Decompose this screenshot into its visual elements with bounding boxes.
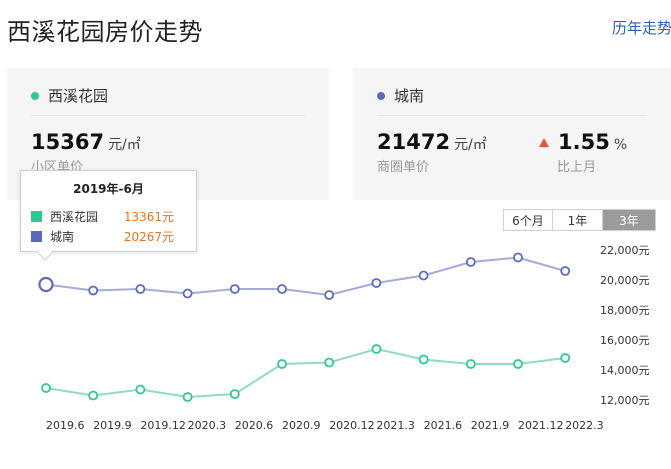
data-point xyxy=(135,384,146,395)
y-tick-label: 14,000元 xyxy=(600,364,650,377)
data-point xyxy=(182,392,193,402)
data-point xyxy=(560,353,571,363)
data-point xyxy=(513,359,523,369)
x-tick-label: 2021.6 xyxy=(424,419,463,432)
data-point xyxy=(88,285,99,296)
y-tick-label: 12,000元 xyxy=(600,394,650,407)
district-price: 21472 元/㎡ xyxy=(377,130,487,154)
x-tick-label: 2019.9 xyxy=(93,419,132,432)
district-price-unit: 元/㎡ xyxy=(454,137,487,153)
range-tab-3y[interactable]: 3年 xyxy=(603,210,655,230)
community-swatch-icon xyxy=(31,211,42,222)
month-change: 1.55 % xyxy=(539,130,627,154)
data-point xyxy=(465,257,476,267)
data-point xyxy=(560,266,571,276)
district-price-label: 商圈单价 xyxy=(377,160,430,175)
district-name: 城南 xyxy=(394,87,425,105)
tooltip-series-name: 城南 xyxy=(50,230,75,244)
x-tick-label: 2019.12 xyxy=(140,419,186,432)
tooltip-row-community: 西溪花园 13361元 xyxy=(31,208,174,225)
range-tab-6m[interactable]: 6个月 xyxy=(504,210,553,230)
x-tick-label: 2022.3 xyxy=(565,419,604,432)
card-divider xyxy=(377,115,647,116)
y-tick-label: 22,000元 xyxy=(600,244,650,257)
x-tick-label: 2021.9 xyxy=(471,419,510,432)
data-point xyxy=(182,288,193,299)
x-tick-label: 2021.12 xyxy=(518,419,564,432)
data-point xyxy=(418,270,429,281)
series-line-community xyxy=(45,347,566,399)
community-card-header: 西溪花园 xyxy=(31,85,108,106)
x-tick-label: 2020.3 xyxy=(188,419,227,432)
month-change-value: 1.55 xyxy=(558,130,610,154)
district-price-value: 21472 xyxy=(377,130,451,154)
data-point xyxy=(38,276,54,293)
y-tick-label: 18,000元 xyxy=(600,304,650,317)
up-triangle-icon xyxy=(539,138,549,147)
district-dot-icon xyxy=(377,91,385,100)
series-line-district xyxy=(45,256,566,297)
data-point xyxy=(229,284,240,294)
yearly-trend-link[interactable]: 历年走势 xyxy=(612,19,671,37)
data-point xyxy=(513,252,523,263)
data-point xyxy=(135,284,146,294)
x-tick-label: 2019.6 xyxy=(46,419,85,432)
data-point xyxy=(371,278,382,288)
data-point xyxy=(324,357,335,368)
x-tick-label: 2020.6 xyxy=(235,419,273,432)
chart-tooltip: 2019年-6月 西溪花园 13361元 城南 20267元 xyxy=(20,170,197,261)
data-point xyxy=(88,390,99,401)
community-price-value: 15367 xyxy=(31,130,105,154)
range-tab-1y[interactable]: 1年 xyxy=(553,210,603,230)
month-change-unit: % xyxy=(613,137,628,153)
page-title: 西溪花园房价走势 xyxy=(7,18,203,46)
x-tick-label: 2021.3 xyxy=(376,419,415,432)
data-point xyxy=(229,389,240,399)
tooltip-title: 2019年-6月 xyxy=(73,182,144,196)
range-tabs: 6个月 1年 3年 xyxy=(503,209,656,231)
data-point xyxy=(277,359,287,369)
tooltip-series-value: 13361元 xyxy=(123,210,174,224)
district-swatch-icon xyxy=(31,231,42,242)
data-point xyxy=(465,359,476,369)
community-dot-icon xyxy=(31,91,39,100)
y-tick-label: 16,000元 xyxy=(600,334,650,347)
y-tick-label: 20,000元 xyxy=(600,274,650,287)
month-change-label: 比上月 xyxy=(557,160,597,175)
tooltip-series-name: 西溪花园 xyxy=(50,210,99,224)
data-point xyxy=(41,383,51,393)
data-point xyxy=(418,354,429,365)
tooltip-row-district: 城南 20267元 xyxy=(31,228,174,245)
data-point xyxy=(371,344,382,354)
tooltip-series-value: 20267元 xyxy=(123,230,174,244)
community-price-unit: 元/㎡ xyxy=(108,137,141,153)
x-tick-label: 2020.12 xyxy=(329,419,375,432)
data-point xyxy=(277,284,287,294)
x-tick-label: 2020.9 xyxy=(282,419,321,432)
district-card-header: 城南 xyxy=(377,85,424,106)
data-point xyxy=(324,290,335,300)
card-divider xyxy=(31,115,305,116)
community-name: 西溪花园 xyxy=(48,87,109,105)
community-price: 15367 元/㎡ xyxy=(31,130,141,154)
